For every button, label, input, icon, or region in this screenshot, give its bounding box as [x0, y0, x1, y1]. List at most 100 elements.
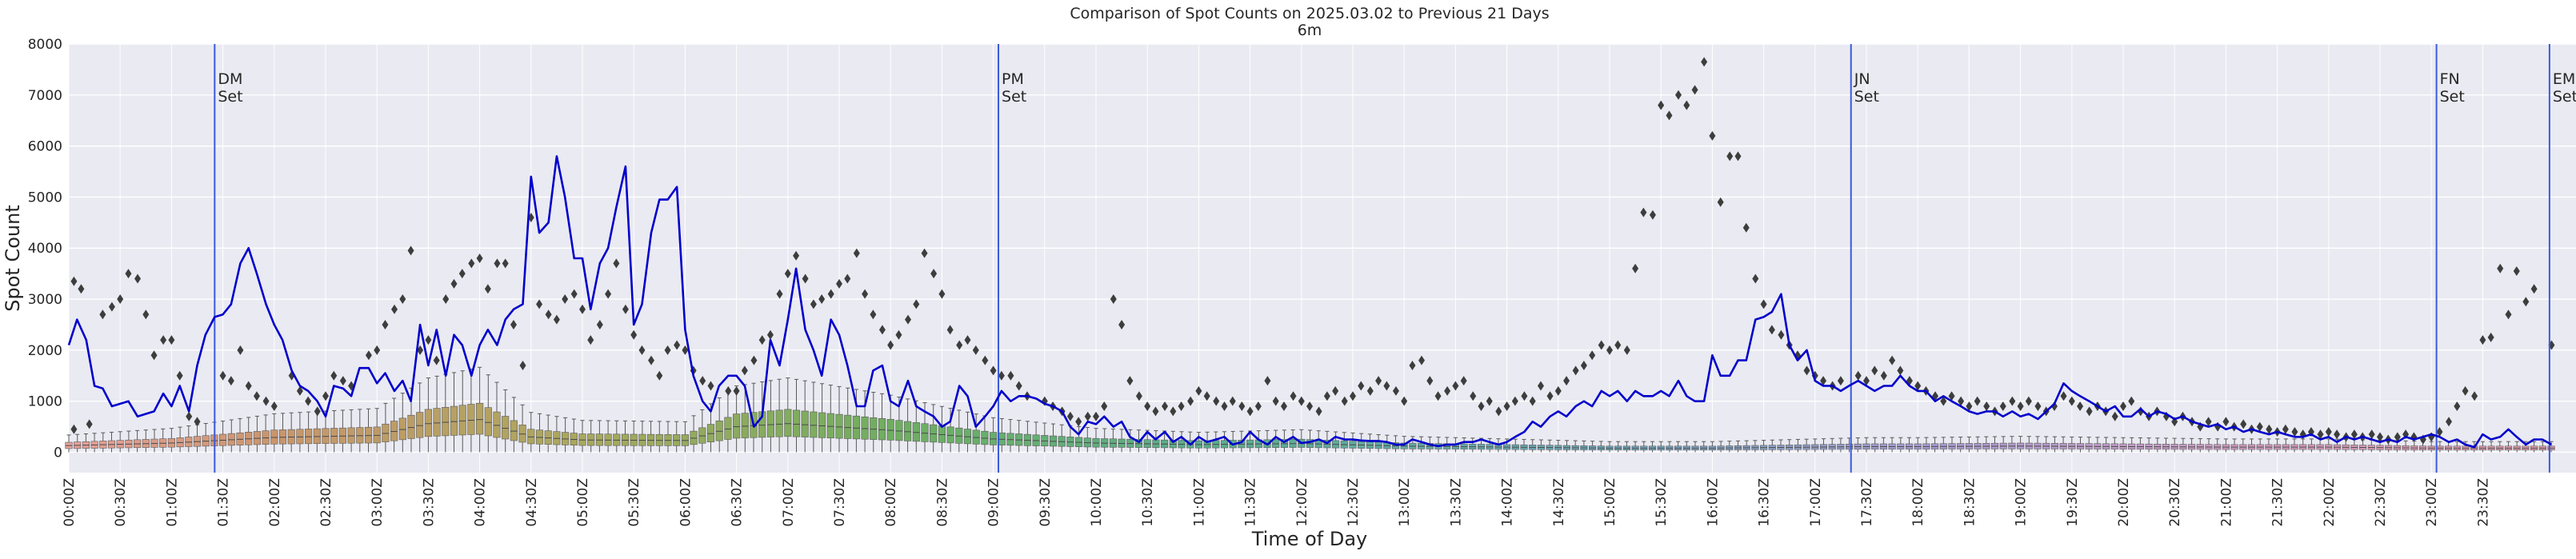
outlier-point [2522, 297, 2530, 307]
outlier-point [2060, 391, 2067, 401]
outlier-point [836, 278, 842, 289]
x-tick-label: 14:30Z [1551, 478, 1567, 527]
outlier-point [1213, 396, 1220, 406]
x-tick-label: 20:00Z [2116, 478, 2132, 527]
x-tick-label: 07:30Z [832, 478, 848, 527]
outlier-point [2436, 426, 2443, 437]
outlier-point [2454, 401, 2461, 412]
outlier-point [741, 365, 748, 376]
outlier-point [1434, 391, 1442, 401]
x-tick-label: 16:30Z [1757, 478, 1773, 527]
x-tick-label: 01:00Z [164, 478, 180, 527]
outlier-point [150, 350, 158, 361]
outlier-point [382, 319, 389, 329]
outlier-point [2111, 411, 2118, 421]
outlier-point [227, 376, 234, 386]
outlier-point [125, 269, 132, 279]
box [938, 425, 946, 443]
outlier-point [2025, 396, 2032, 406]
outlier-point [1144, 401, 1151, 412]
outlier-point [1401, 396, 1408, 406]
outlier-point [1709, 130, 1716, 141]
x-tick-label: 00:30Z [113, 478, 129, 527]
outlier-point [1760, 299, 1767, 309]
box [766, 410, 774, 437]
box [733, 413, 741, 439]
x-tick-label: 22:00Z [2322, 478, 2338, 527]
x-tick-label: 18:00Z [1910, 478, 1926, 527]
box [784, 409, 792, 437]
outlier-point [2291, 426, 2298, 437]
outlier-point [1075, 417, 1082, 427]
outlier-point [1118, 319, 1126, 329]
outlier-point [921, 248, 928, 258]
x-tick-label: 04:30Z [524, 478, 540, 527]
outlier-point [1880, 370, 1887, 381]
x-tick-label: 19:00Z [2014, 478, 2030, 527]
box [510, 420, 518, 441]
outlier-point [733, 385, 740, 396]
box [878, 417, 886, 441]
outlier-point [862, 289, 869, 299]
outlier-point [2137, 406, 2144, 417]
box [792, 409, 801, 437]
x-tick-label: 06:00Z [678, 478, 694, 527]
outlier-point [1658, 100, 1665, 110]
outlier-point [1254, 401, 1262, 412]
event-marker-label: DM [218, 70, 242, 88]
outlier-point [2240, 419, 2247, 429]
outlier-point [1015, 381, 1022, 391]
y-tick-label: 1000 [28, 394, 62, 410]
outlier-point [450, 278, 458, 289]
x-tick-label: 10:30Z [1140, 478, 1156, 527]
outlier-point [2068, 396, 2075, 406]
outlier-point [86, 419, 93, 429]
outlier-point [956, 340, 963, 350]
outlier-point [1897, 365, 1904, 376]
x-tick-label: 22:30Z [2373, 478, 2389, 527]
y-axis-ticks: 0 1000 2000 3000 4000 5000 6000 7000 8000 [28, 37, 62, 461]
outlier-point [2446, 417, 2453, 427]
outlier-point [938, 289, 946, 299]
outlier-point [1803, 365, 1810, 376]
outlier-point [1229, 396, 1236, 406]
outlier-point [1580, 361, 1587, 370]
box [433, 408, 441, 437]
outlier-point [982, 355, 989, 365]
outlier-point [1187, 396, 1194, 406]
outlier-point [134, 274, 142, 284]
x-tick-label: 14:00Z [1500, 478, 1516, 527]
outlier-point [1007, 370, 1014, 381]
outlier-point [305, 396, 312, 406]
x-tick-label: 15:30Z [1654, 478, 1670, 527]
outlier-point [2505, 309, 2512, 320]
box [484, 407, 492, 437]
x-tick-label: 23:00Z [2424, 478, 2440, 527]
x-tick-label: 17:30Z [1859, 478, 1875, 527]
outlier-point [2513, 266, 2520, 276]
outlier-point [2034, 401, 2042, 412]
outlier-point [776, 289, 783, 299]
outlier-point [682, 345, 689, 355]
outlier-point [1392, 385, 1399, 396]
x-tick-label: 19:30Z [2065, 478, 2081, 527]
outlier-point [1683, 100, 1690, 110]
outlier-point [1529, 396, 1536, 406]
box [826, 413, 834, 439]
outlier-point [1315, 406, 1322, 417]
outlier-point [1940, 396, 1947, 406]
box [955, 427, 963, 444]
outlier-point [905, 314, 912, 325]
outlier-point [2530, 284, 2538, 294]
outlier-point [1264, 376, 1271, 386]
outlier-point [1675, 90, 1682, 100]
x-tick-label: 13:30Z [1448, 478, 1464, 527]
outlier-point [1606, 345, 1613, 355]
outlier-point [596, 319, 603, 329]
box [801, 410, 809, 437]
outlier-point [2120, 401, 2126, 412]
outlier-point [887, 340, 894, 350]
outlier-point [2350, 429, 2358, 440]
x-tick-label: 06:30Z [730, 478, 746, 527]
outlier-point [1135, 391, 1142, 401]
